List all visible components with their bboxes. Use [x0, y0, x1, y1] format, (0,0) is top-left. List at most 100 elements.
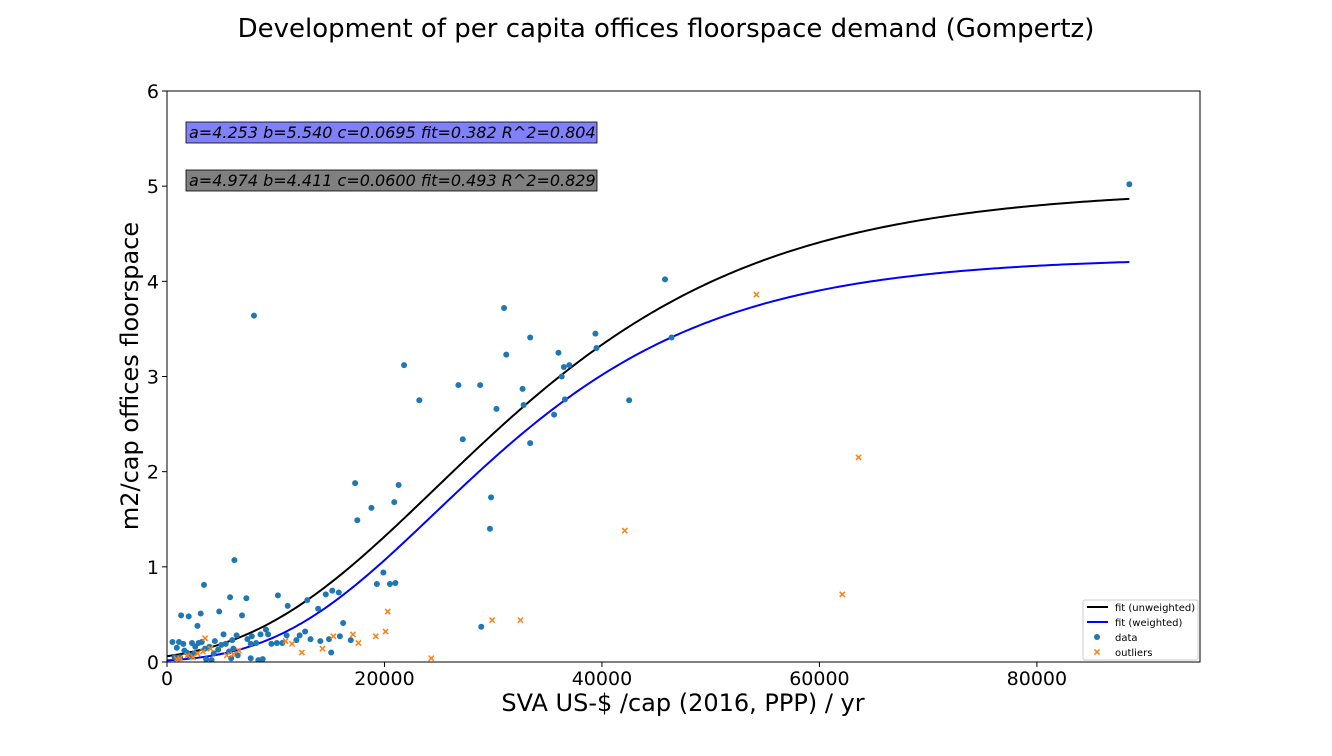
x-tick-label: 0	[161, 668, 173, 690]
data-point	[386, 580, 393, 587]
y-tick-label: 2	[147, 462, 159, 484]
legend-label: data	[1115, 633, 1138, 644]
data-point	[302, 628, 309, 635]
x-tick-label: 60000	[789, 668, 849, 690]
data-point	[239, 612, 246, 619]
data-point	[284, 602, 291, 609]
data-point	[317, 638, 324, 645]
data-point	[561, 396, 568, 403]
data-point	[180, 640, 187, 647]
legend-label: fit (unweighted)	[1115, 603, 1195, 614]
outlier-point	[230, 651, 237, 658]
series-line-weighted	[167, 261, 1130, 662]
outlier-point	[488, 616, 496, 624]
data-point	[315, 605, 322, 612]
data-point	[401, 362, 408, 369]
data-point	[340, 619, 347, 626]
data-point	[279, 639, 286, 646]
y-axis: 0 1 2 3 4 5 6	[147, 81, 167, 674]
data-point	[551, 411, 558, 418]
y-tick-label: 3	[147, 367, 159, 389]
data-point	[347, 637, 354, 644]
data-point	[304, 597, 311, 604]
data-point	[220, 631, 227, 638]
chart-title: Development of per capita offices floors…	[238, 14, 1095, 44]
annotation-box	[185, 121, 598, 144]
data-point	[283, 632, 290, 639]
data-point	[519, 385, 526, 392]
outlier-point	[173, 656, 180, 662]
y-tick-label: 1	[147, 557, 159, 579]
data-point	[391, 499, 398, 506]
outlier-point	[235, 647, 242, 654]
data-point	[501, 304, 508, 311]
data-point	[368, 504, 375, 511]
data-point	[257, 631, 264, 638]
legend: fit (unweighted) fit (weighted) data outlie…	[1082, 599, 1199, 661]
outlier-point	[199, 648, 207, 655]
data-point	[211, 638, 218, 645]
data-point	[268, 640, 275, 647]
data-point	[231, 557, 238, 564]
data-point	[273, 639, 280, 646]
data-point	[555, 349, 562, 356]
plot-area	[167, 181, 1133, 662]
data-point	[459, 436, 466, 443]
legend-label: outliers	[1115, 648, 1152, 659]
series-line-unweighted	[167, 197, 1130, 658]
data-point	[478, 623, 485, 630]
outlier-point	[298, 649, 305, 656]
data-point	[558, 373, 565, 380]
x-tick-label: 80000	[1007, 668, 1067, 690]
outlier-point	[355, 639, 362, 647]
data-point	[477, 382, 484, 389]
y-axis-label: m2/cap offices floorspace	[116, 222, 144, 530]
data-point	[228, 655, 235, 662]
data-point	[230, 645, 237, 652]
data-point	[307, 636, 314, 643]
data-point	[336, 633, 343, 640]
annotation-text: a=4.974 b=4.411 c=0.0600 fit=0.493 R^2=0…	[189, 171, 596, 190]
data-point	[520, 402, 527, 409]
annotation-text: a=4.253 b=5.540 c=0.0695 fit=0.382 R^2=0…	[189, 123, 596, 142]
data-point	[247, 655, 254, 662]
x-axis-label: SVA US-$ /cap (2016, PPP) / yr	[501, 689, 864, 717]
data-point	[593, 344, 600, 351]
data-point	[592, 330, 599, 337]
data-point	[259, 656, 266, 662]
data-point	[560, 363, 567, 370]
outlier-point	[282, 637, 289, 645]
data-point	[668, 334, 675, 341]
legend-label: fit (weighted)	[1115, 618, 1183, 629]
data-point	[626, 397, 633, 404]
data-point	[322, 591, 329, 598]
outlier-point	[382, 628, 389, 635]
y-tick-label: 4	[147, 271, 159, 293]
data-point	[229, 637, 236, 644]
outlier-point	[201, 635, 209, 642]
data-point	[328, 649, 335, 656]
x-axis: 0 20000 40000 60000 80000	[161, 662, 1067, 690]
data-point	[527, 334, 534, 341]
data-point	[326, 636, 333, 643]
x-tick-label: 40000	[572, 668, 632, 690]
data-point	[354, 517, 361, 524]
outlier-point	[855, 454, 862, 461]
outlier-point	[753, 291, 760, 298]
data-point	[194, 622, 201, 629]
outlier-point	[288, 640, 296, 648]
data-point	[274, 592, 281, 599]
y-tick-label: 5	[147, 176, 159, 198]
outlier-point	[184, 652, 191, 659]
data-point	[244, 636, 251, 643]
data-point	[215, 646, 222, 653]
data-point	[373, 580, 380, 587]
data-point	[262, 626, 269, 633]
data-point	[352, 480, 359, 487]
outlier-point	[428, 655, 435, 662]
outlier-point	[319, 645, 326, 652]
data-point	[250, 312, 257, 319]
data-point	[566, 362, 573, 369]
data-point	[208, 657, 215, 662]
